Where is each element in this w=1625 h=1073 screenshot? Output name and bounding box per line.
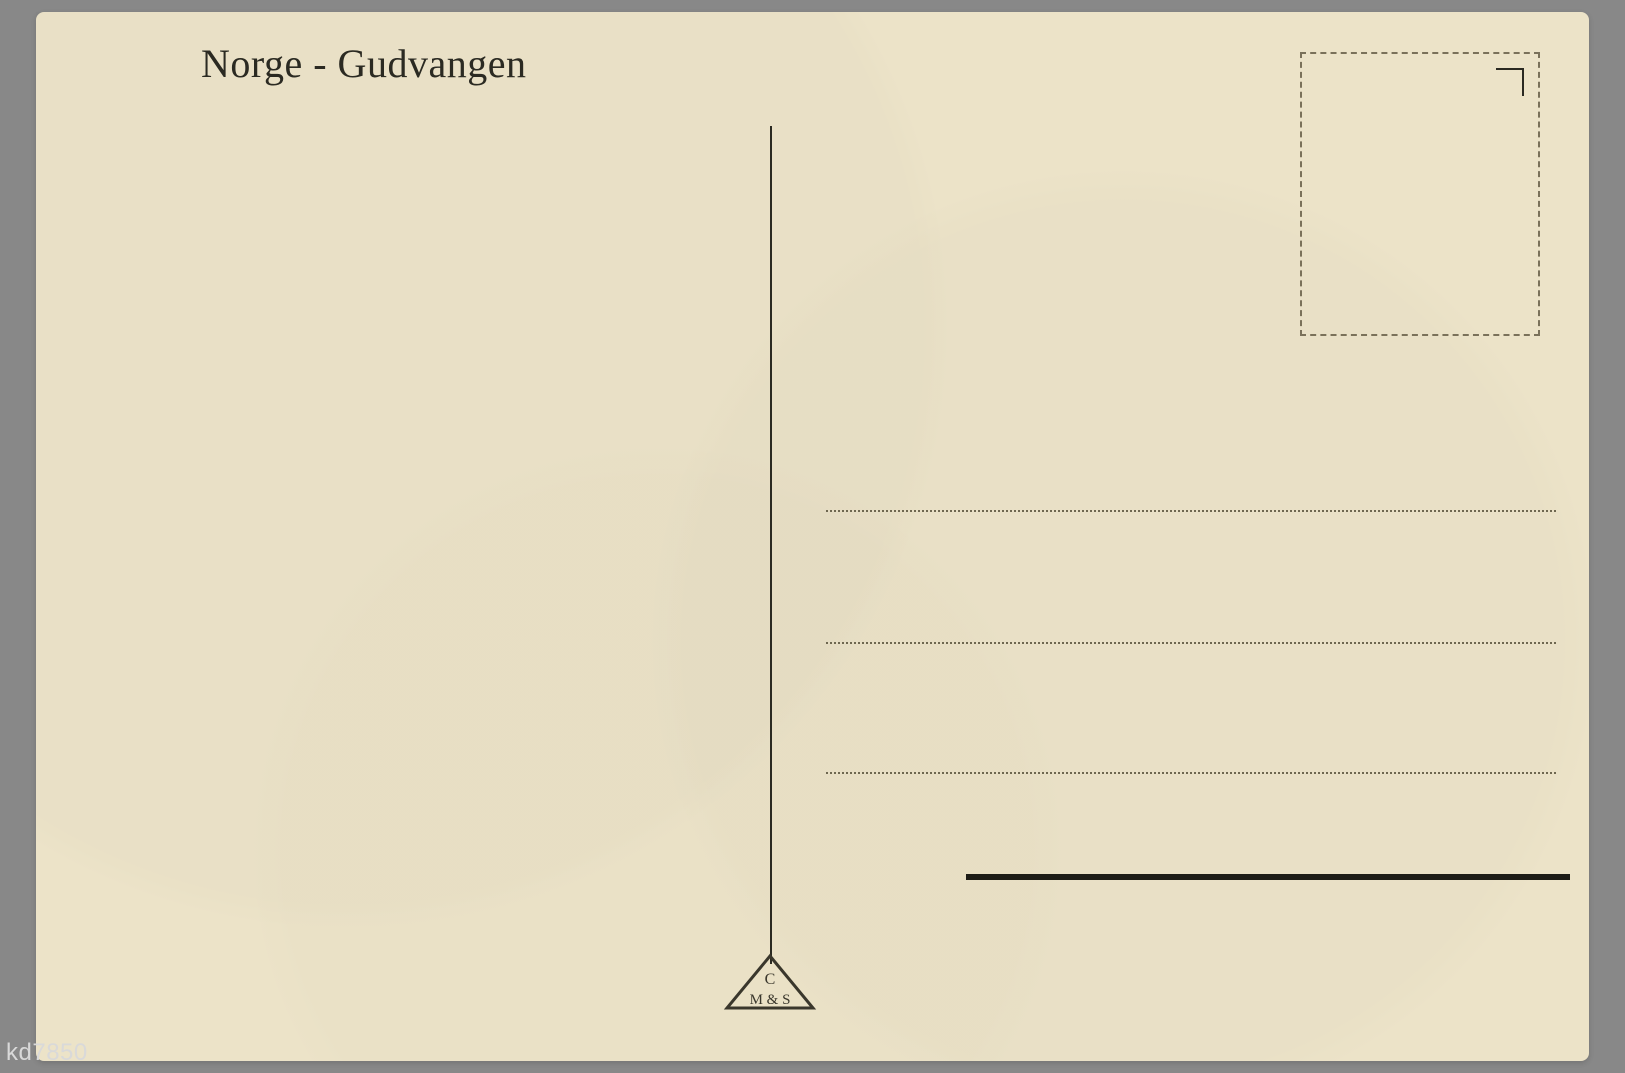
center-divider [770, 126, 772, 964]
address-line-3 [826, 772, 1556, 774]
svg-text:C: C [765, 971, 776, 988]
publisher-triangle-icon: C M & S [720, 950, 820, 1020]
stamp-corner-mark [1496, 68, 1524, 96]
publisher-mark: C M & S [720, 950, 820, 1020]
address-underline-bar [966, 874, 1570, 880]
source-watermark: kd7850 [6, 1039, 88, 1067]
stamp-placeholder [1300, 52, 1540, 336]
address-line-2 [826, 642, 1556, 644]
postcard-back: Norge - Gudvangen C M & S [36, 12, 1589, 1061]
address-line-1 [826, 510, 1556, 512]
postcard-title: Norge - Gudvangen [201, 40, 526, 87]
svg-text:M & S: M & S [750, 992, 791, 1008]
